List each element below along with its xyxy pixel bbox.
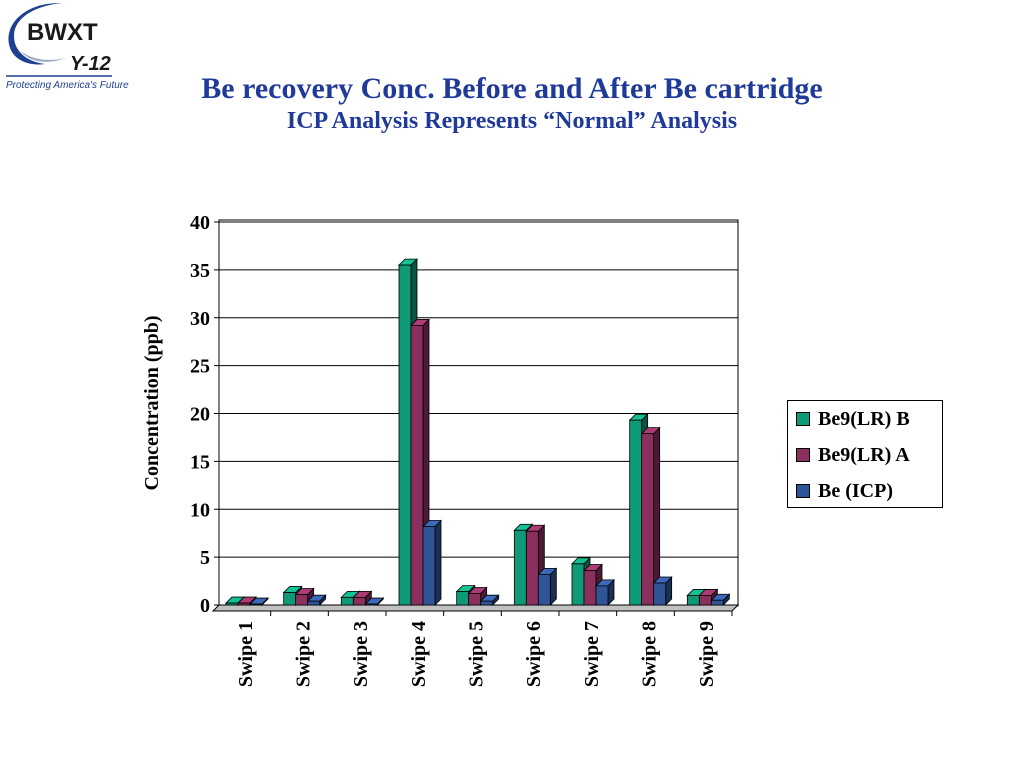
x-tick-label: Swipe 5 — [466, 621, 488, 687]
bar-front — [513, 529, 527, 606]
y-tick-label: 5 — [200, 547, 210, 569]
bar-front — [468, 593, 482, 606]
bar-front — [283, 592, 297, 606]
bar — [525, 524, 546, 606]
bar-front — [641, 433, 655, 606]
bar-front — [398, 264, 412, 606]
legend-swatch — [796, 448, 810, 462]
bar — [249, 597, 269, 606]
gridlines — [219, 221, 738, 558]
legend-label: Be9(LR) B — [818, 407, 910, 430]
logo-y12: Y-12 — [70, 53, 111, 75]
bar-front — [352, 596, 366, 606]
legend-swatch — [796, 484, 810, 498]
y-tick-label: 0 — [200, 595, 210, 617]
bar — [640, 426, 661, 606]
y-axis-label: Concentration (ppb) — [141, 315, 163, 490]
legend-item-series-2: Be9(LR) A — [796, 443, 910, 467]
bar-front — [456, 591, 470, 606]
x-tick-label: Swipe 1 — [235, 621, 257, 687]
chart-subtitle: ICP Analysis Represents “Normal” Analysi… — [286, 108, 738, 134]
bar — [306, 594, 327, 606]
bar — [595, 578, 615, 606]
bar-front — [629, 419, 643, 606]
bar — [710, 593, 731, 606]
bar-front — [410, 325, 424, 606]
bar-front — [686, 595, 700, 606]
y-tick-label: 40 — [190, 212, 210, 234]
x-tick-label: Swipe 6 — [523, 621, 545, 687]
bar-front — [307, 600, 321, 606]
legend-label: Be9(LR) A — [818, 443, 910, 466]
bar-front — [237, 602, 251, 606]
y-tick-label: 35 — [190, 260, 210, 282]
bar-front — [249, 603, 263, 606]
bar-front — [340, 596, 354, 606]
chart-title: Be recovery Conc. Before and After Be ca… — [201, 72, 823, 105]
bar-front — [710, 599, 724, 606]
legend-item-series-1: Be9(LR) B — [796, 407, 910, 431]
bar-front — [295, 594, 309, 606]
y-tick-label: 30 — [190, 308, 210, 330]
bar-front — [422, 526, 436, 606]
bar — [364, 597, 385, 606]
bar — [537, 567, 558, 606]
bar-front — [571, 563, 585, 606]
bar-front — [698, 595, 712, 606]
y-tick-label: 20 — [190, 404, 210, 426]
y-tick-label: 10 — [190, 499, 210, 521]
bar-front — [595, 585, 609, 606]
bar-side — [434, 519, 442, 606]
y-tick-label: 15 — [190, 451, 210, 473]
x-tick-label: Swipe 4 — [408, 621, 430, 687]
floor-plane — [211, 604, 740, 612]
bar — [652, 576, 673, 606]
legend-swatch — [796, 412, 810, 426]
x-tick-label: Swipe 2 — [293, 621, 315, 687]
bar-front — [583, 570, 597, 606]
bar-front — [653, 582, 667, 606]
x-axis-ticks: Swipe 1 Swipe 2 Swipe 3 Swipe 4 Swipe 5 Swipe… — [235, 611, 733, 687]
bar — [479, 594, 500, 606]
bar-front — [480, 600, 494, 606]
bar — [352, 590, 373, 606]
bars — [225, 258, 731, 606]
y-axis-ticks: 0 5 10 15 20 25 30 35 40 — [190, 212, 219, 617]
chart-legend: Be9(LR) B Be9(LR) A Be (ICP) — [787, 400, 943, 508]
legend-item-series-3: Be (ICP) — [796, 479, 893, 503]
logo-tagline: Protecting America's Future — [6, 80, 129, 91]
legend-label: Be (ICP) — [818, 479, 893, 502]
bwxt-y12-logo: BWXT Y-12 — [6, 2, 112, 77]
bar-front — [525, 530, 539, 606]
x-tick-label: Swipe 7 — [581, 621, 603, 687]
y-tick-label: 25 — [190, 356, 210, 378]
bar-front — [537, 573, 551, 606]
logo-wordmark: BWXT — [27, 19, 98, 46]
x-tick-label: Swipe 8 — [639, 621, 661, 687]
x-tick-label: Swipe 9 — [696, 621, 718, 687]
bar-front — [225, 602, 239, 606]
bar — [422, 519, 442, 606]
x-tick-label: Swipe 3 — [350, 621, 372, 687]
bar-front — [364, 603, 378, 606]
